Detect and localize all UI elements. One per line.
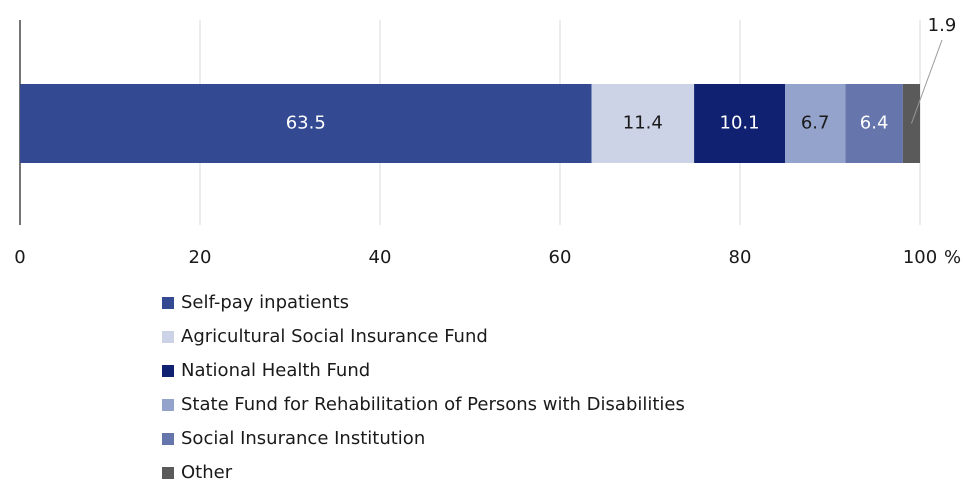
x-tick-label: 80: [729, 247, 752, 268]
x-tick-label: 60: [549, 247, 572, 268]
bar-segment: [591, 84, 695, 163]
x-tick-label: 20: [189, 247, 212, 268]
legend-label: Self-pay inpatients: [181, 292, 349, 313]
data-label: 63.5: [286, 113, 326, 134]
legend-swatch: [162, 331, 174, 343]
bar-segment: [694, 84, 785, 163]
bar-segment: [785, 84, 846, 163]
legend-swatch: [162, 399, 174, 411]
legend-swatch: [162, 365, 174, 377]
data-label: 11.4: [623, 113, 663, 134]
legend-label: Social Insurance Institution: [181, 428, 425, 449]
leader-line: [910, 39, 943, 124]
x-tick-label: 40: [369, 247, 392, 268]
data-label: 10.1: [720, 113, 760, 134]
bar-segment: [20, 84, 592, 163]
legend-label: State Fund for Rehabilitation of Persons…: [181, 394, 685, 415]
x-tick-label: 100: [903, 247, 937, 268]
data-label: 1.9: [928, 15, 957, 36]
legend-swatch: [162, 297, 174, 309]
legend-label: Other: [181, 462, 233, 482]
legend-swatch: [162, 467, 174, 479]
data-label: 6.7: [801, 113, 830, 134]
data-label: 6.4: [860, 113, 889, 134]
legend-label: Agricultural Social Insurance Fund: [181, 326, 488, 347]
bar-segment: [845, 84, 903, 163]
legend-label: National Health Fund: [181, 360, 370, 381]
x-tick-label: 0: [14, 247, 25, 268]
legend-swatch: [162, 433, 174, 445]
x-axis-label: %: [944, 247, 961, 268]
